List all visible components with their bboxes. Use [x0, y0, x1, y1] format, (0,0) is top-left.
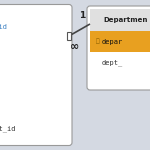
- FancyBboxPatch shape: [0, 4, 72, 146]
- Text: ent_id: ent_id: [0, 125, 16, 132]
- Bar: [67, 32, 71, 40]
- Text: ⚿: ⚿: [95, 39, 99, 44]
- Bar: [90, 31, 150, 52]
- Text: e_id: e_id: [0, 23, 8, 30]
- Text: 1: 1: [79, 11, 86, 20]
- Text: Departmen: Departmen: [103, 17, 147, 23]
- Bar: [90, 9, 150, 31]
- Text: dept_: dept_: [102, 59, 123, 66]
- FancyBboxPatch shape: [87, 6, 150, 90]
- Text: ∞: ∞: [70, 42, 80, 51]
- Text: depar: depar: [102, 39, 123, 45]
